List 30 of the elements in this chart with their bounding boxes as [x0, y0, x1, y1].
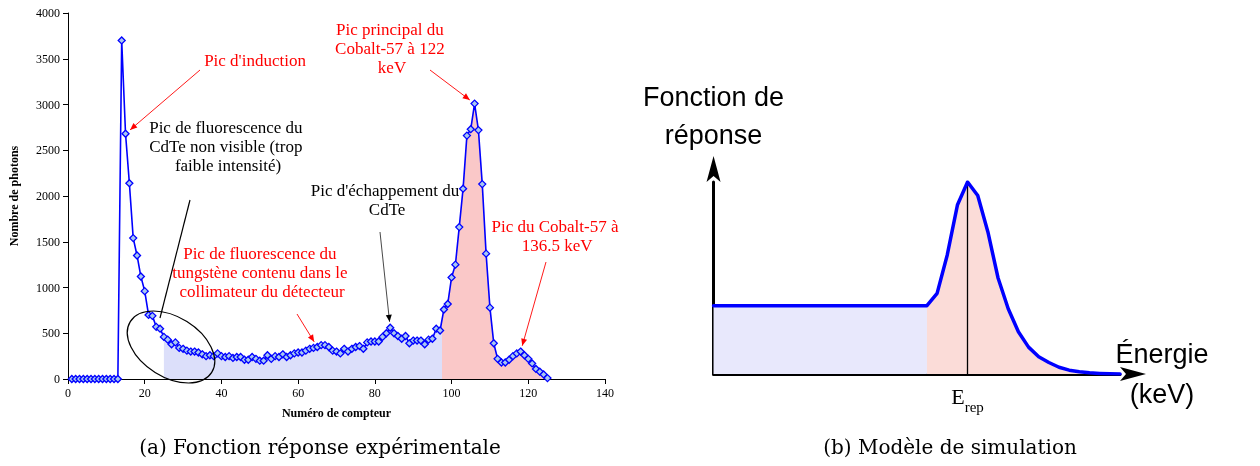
y-tick-label: 0	[54, 372, 60, 386]
annotation: Pic du Cobalt-57 à 136.5 keV	[491, 217, 619, 255]
y-tick-label: 2500	[36, 143, 60, 158]
y-tick-label: 1500	[36, 234, 60, 249]
x-tick-label: 20	[138, 386, 151, 400]
x-tick-label: 40	[215, 386, 228, 400]
annotation: Pic de fluorescence du CdTe non visible (trop faible intensité)	[149, 117, 307, 175]
y-tick-label: 1000	[36, 280, 60, 295]
text: (a) Fonction réponse expérimentale	[139, 435, 501, 459]
text: (b) Modèle de simulation	[823, 435, 1077, 459]
y-tick-label: 2000	[36, 189, 60, 203]
y-tick-label: 3000	[36, 97, 60, 112]
x-axis-title: Énergie (keV)	[1115, 339, 1209, 409]
x-tick-label: 0	[65, 386, 71, 400]
y-axis-title: Fonction de réponse	[643, 82, 785, 150]
annotation: Pic d'échappement du CdTe	[310, 181, 460, 219]
x-tick-label: 60	[292, 386, 305, 400]
x-tick-label: 140	[596, 386, 614, 400]
x-axis-title: Numéro de compteur	[281, 406, 392, 420]
x-tick-label: 120	[519, 386, 538, 400]
annotation: Pic principal du Cobalt-57 à 122 keV	[335, 19, 449, 77]
x-tick-label: 80	[368, 386, 381, 400]
y-axis-title: Nombre de photons	[7, 145, 21, 247]
annotation: Pic d'induction	[204, 50, 307, 70]
y-tick-label: 500	[42, 326, 60, 341]
x-tick-label: 100	[442, 386, 461, 400]
annotation: Pic de fluorescence du tungstène contenu dans le collimateur du détecteur	[172, 243, 352, 301]
text: E$_{rep}$	[951, 384, 984, 415]
y-tick-label: 3500	[36, 51, 60, 66]
y-tick-label: 4000	[36, 6, 60, 20]
